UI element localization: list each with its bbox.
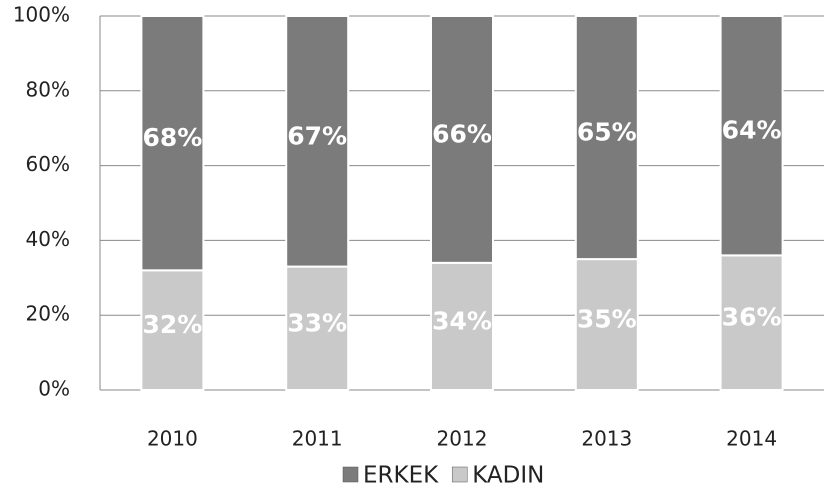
legend-swatch — [451, 466, 468, 483]
y-tick-label: 60% — [26, 152, 70, 176]
bar-segment — [574, 258, 639, 391]
bar-segment — [140, 269, 205, 392]
x-tick-label: 2010 — [147, 427, 198, 451]
value-label: 34% — [432, 306, 492, 335]
x-tick-label: 2013 — [581, 427, 632, 451]
legend-swatch — [342, 466, 359, 483]
value-label: 66% — [432, 119, 492, 148]
bar-segment — [574, 15, 639, 261]
bar-segment — [430, 15, 494, 264]
value-label: 68% — [142, 123, 202, 152]
bar-segment — [285, 265, 350, 391]
y-tick-label: 80% — [26, 77, 70, 101]
value-label: 65% — [577, 118, 637, 147]
legend-label: KADIN — [472, 463, 544, 489]
y-tick-label: 40% — [26, 227, 70, 251]
x-tick-label: 2014 — [726, 427, 777, 451]
y-tick-label: 0% — [38, 377, 70, 401]
value-label: 64% — [722, 116, 782, 145]
value-label: 32% — [142, 310, 202, 339]
legend-label: ERKEK — [363, 463, 439, 489]
x-tick-label: 2011 — [292, 427, 343, 451]
x-tick-label: 2012 — [437, 427, 488, 451]
value-label: 33% — [287, 308, 347, 337]
value-label: 67% — [287, 121, 347, 150]
bar-segment — [140, 15, 205, 272]
y-tick-label: 20% — [26, 302, 70, 326]
bar-segment — [285, 15, 350, 268]
bar-segment — [719, 254, 784, 391]
bar-segment — [719, 15, 784, 257]
value-label: 36% — [722, 303, 782, 332]
y-tick-label: 100% — [13, 3, 70, 27]
bar-segment — [430, 261, 494, 391]
value-label: 35% — [577, 305, 637, 334]
